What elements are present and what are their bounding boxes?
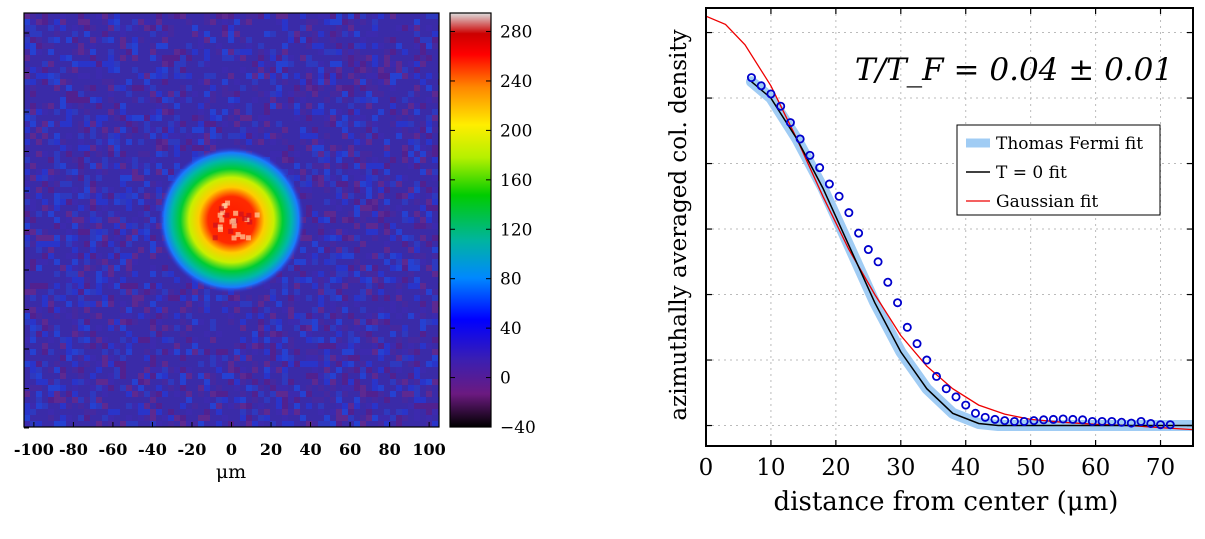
- profile-frame: [705, 7, 1194, 447]
- colorbar-tick-label: 200: [500, 121, 532, 141]
- temperature-annotation: T/T_F = 0.04 ± 0.01: [855, 52, 1173, 88]
- data-point: [776, 101, 786, 111]
- data-point: [902, 322, 912, 332]
- profile-x-tick-label: 30: [886, 455, 915, 481]
- heatmap-x-tick-label: 20: [260, 440, 282, 459]
- data-point: [1048, 414, 1058, 424]
- profile-x-tick-label: 70: [1146, 455, 1175, 481]
- heatmap-x-tick-label: -80: [59, 440, 88, 459]
- profile-chart: 0 10 20 30 40 50 60 70 distance from center (μm…: [666, 7, 1194, 517]
- colorbar-tick-label: 280: [500, 23, 532, 43]
- data-point: [1078, 415, 1088, 425]
- data-point: [1068, 414, 1078, 424]
- heatmap-x-label: μm: [216, 461, 246, 483]
- data-point: [756, 81, 766, 91]
- data-point: [1087, 416, 1097, 426]
- data-point: [883, 277, 893, 287]
- legend-box: [956, 124, 1161, 216]
- data-point: [785, 118, 795, 128]
- heatmap-x-tick-label: -100: [14, 440, 54, 459]
- profile-x-tick-label: 50: [1016, 455, 1045, 481]
- profile-y-label: azimuthally averaged col. density: [666, 29, 692, 420]
- data-point: [854, 228, 864, 238]
- data-point: [834, 191, 844, 201]
- data-point: [1136, 416, 1146, 426]
- colorbar-tick-label: 0: [500, 369, 511, 389]
- data-point: [1165, 420, 1175, 430]
- colorbar-tick-label: 240: [500, 72, 532, 92]
- data-point: [970, 408, 980, 418]
- data-point: [922, 355, 932, 365]
- profile-x-tick-label: 60: [1081, 455, 1110, 481]
- colorbar-tick-label: 120: [500, 220, 532, 240]
- data-point: [824, 179, 834, 189]
- data-point: [1126, 418, 1136, 428]
- data-point: [805, 150, 815, 160]
- data-point: [1058, 414, 1068, 424]
- data-point: [912, 339, 922, 349]
- data-point: [1039, 415, 1049, 425]
- heatmap-x-tick-label: 100: [412, 440, 445, 459]
- heatmap-x-tick-label: -60: [98, 440, 127, 459]
- profile-panel: 0 10 20 30 40 50 60 70 distance from center (μm…: [600, 0, 1205, 535]
- data-point: [1117, 417, 1127, 427]
- data-point: [1156, 420, 1166, 430]
- heatmap-x-tick-label: 40: [299, 440, 321, 459]
- data-point: [1097, 416, 1107, 426]
- data-point: [990, 414, 1000, 424]
- heatmap-x-tick-label: 60: [339, 440, 361, 459]
- heatmap-x-tick-label: -20: [178, 440, 207, 459]
- data-point: [980, 412, 990, 422]
- heatmap-x-tick-label: -40: [138, 440, 167, 459]
- data-point: [1146, 418, 1156, 428]
- legend-label: Gaussian fit: [996, 192, 1098, 212]
- heatmap-chart: -100 -80 -60 -40 -20 0 20 40 60 80 100 μm 280 240 20…: [14, 12, 536, 483]
- colorbar-tick-label: 160: [500, 171, 532, 191]
- data-point: [863, 245, 873, 255]
- heatmap-x-tick-label: 0: [226, 440, 237, 459]
- legend-label: T = 0 fit: [996, 163, 1067, 183]
- data-point: [1029, 416, 1039, 426]
- legend-label: Thomas Fermi fit: [996, 134, 1143, 154]
- data-point: [1019, 416, 1029, 426]
- data-point: [932, 371, 942, 381]
- data-point: [1009, 416, 1019, 426]
- colorbar: [449, 12, 492, 428]
- profile-x-tick-label: 40: [951, 455, 980, 481]
- data-point: [951, 392, 961, 402]
- profile-x-tick-label: 20: [821, 455, 850, 481]
- profile-x-tick-label: 10: [756, 455, 785, 481]
- data-point: [1000, 416, 1010, 426]
- data-point: [873, 257, 883, 267]
- data-point: [1107, 416, 1117, 426]
- data-point: [961, 400, 971, 410]
- data-point: [844, 208, 854, 218]
- colorbar-tick-label: 40: [500, 319, 522, 339]
- heatmap-x-tick-label: 80: [378, 440, 400, 459]
- legend: Thomas Fermi fit T = 0 fit Gaussian fit: [956, 124, 1161, 216]
- profile-x-tick-label: 0: [699, 455, 714, 481]
- profile-x-label: distance from center (μm): [774, 487, 1119, 517]
- data-point: [941, 384, 951, 394]
- data-point: [795, 134, 805, 144]
- colorbar-tick-label: −40: [500, 418, 536, 438]
- data-point: [766, 89, 776, 99]
- colorbar-tick-label: 80: [500, 270, 522, 290]
- data-point: [746, 73, 756, 83]
- heatmap-panel: -100 -80 -60 -40 -20 0 20 40 60 80 100 μm 280 240 20…: [0, 0, 540, 535]
- data-point: [815, 163, 825, 173]
- data-point: [893, 298, 903, 308]
